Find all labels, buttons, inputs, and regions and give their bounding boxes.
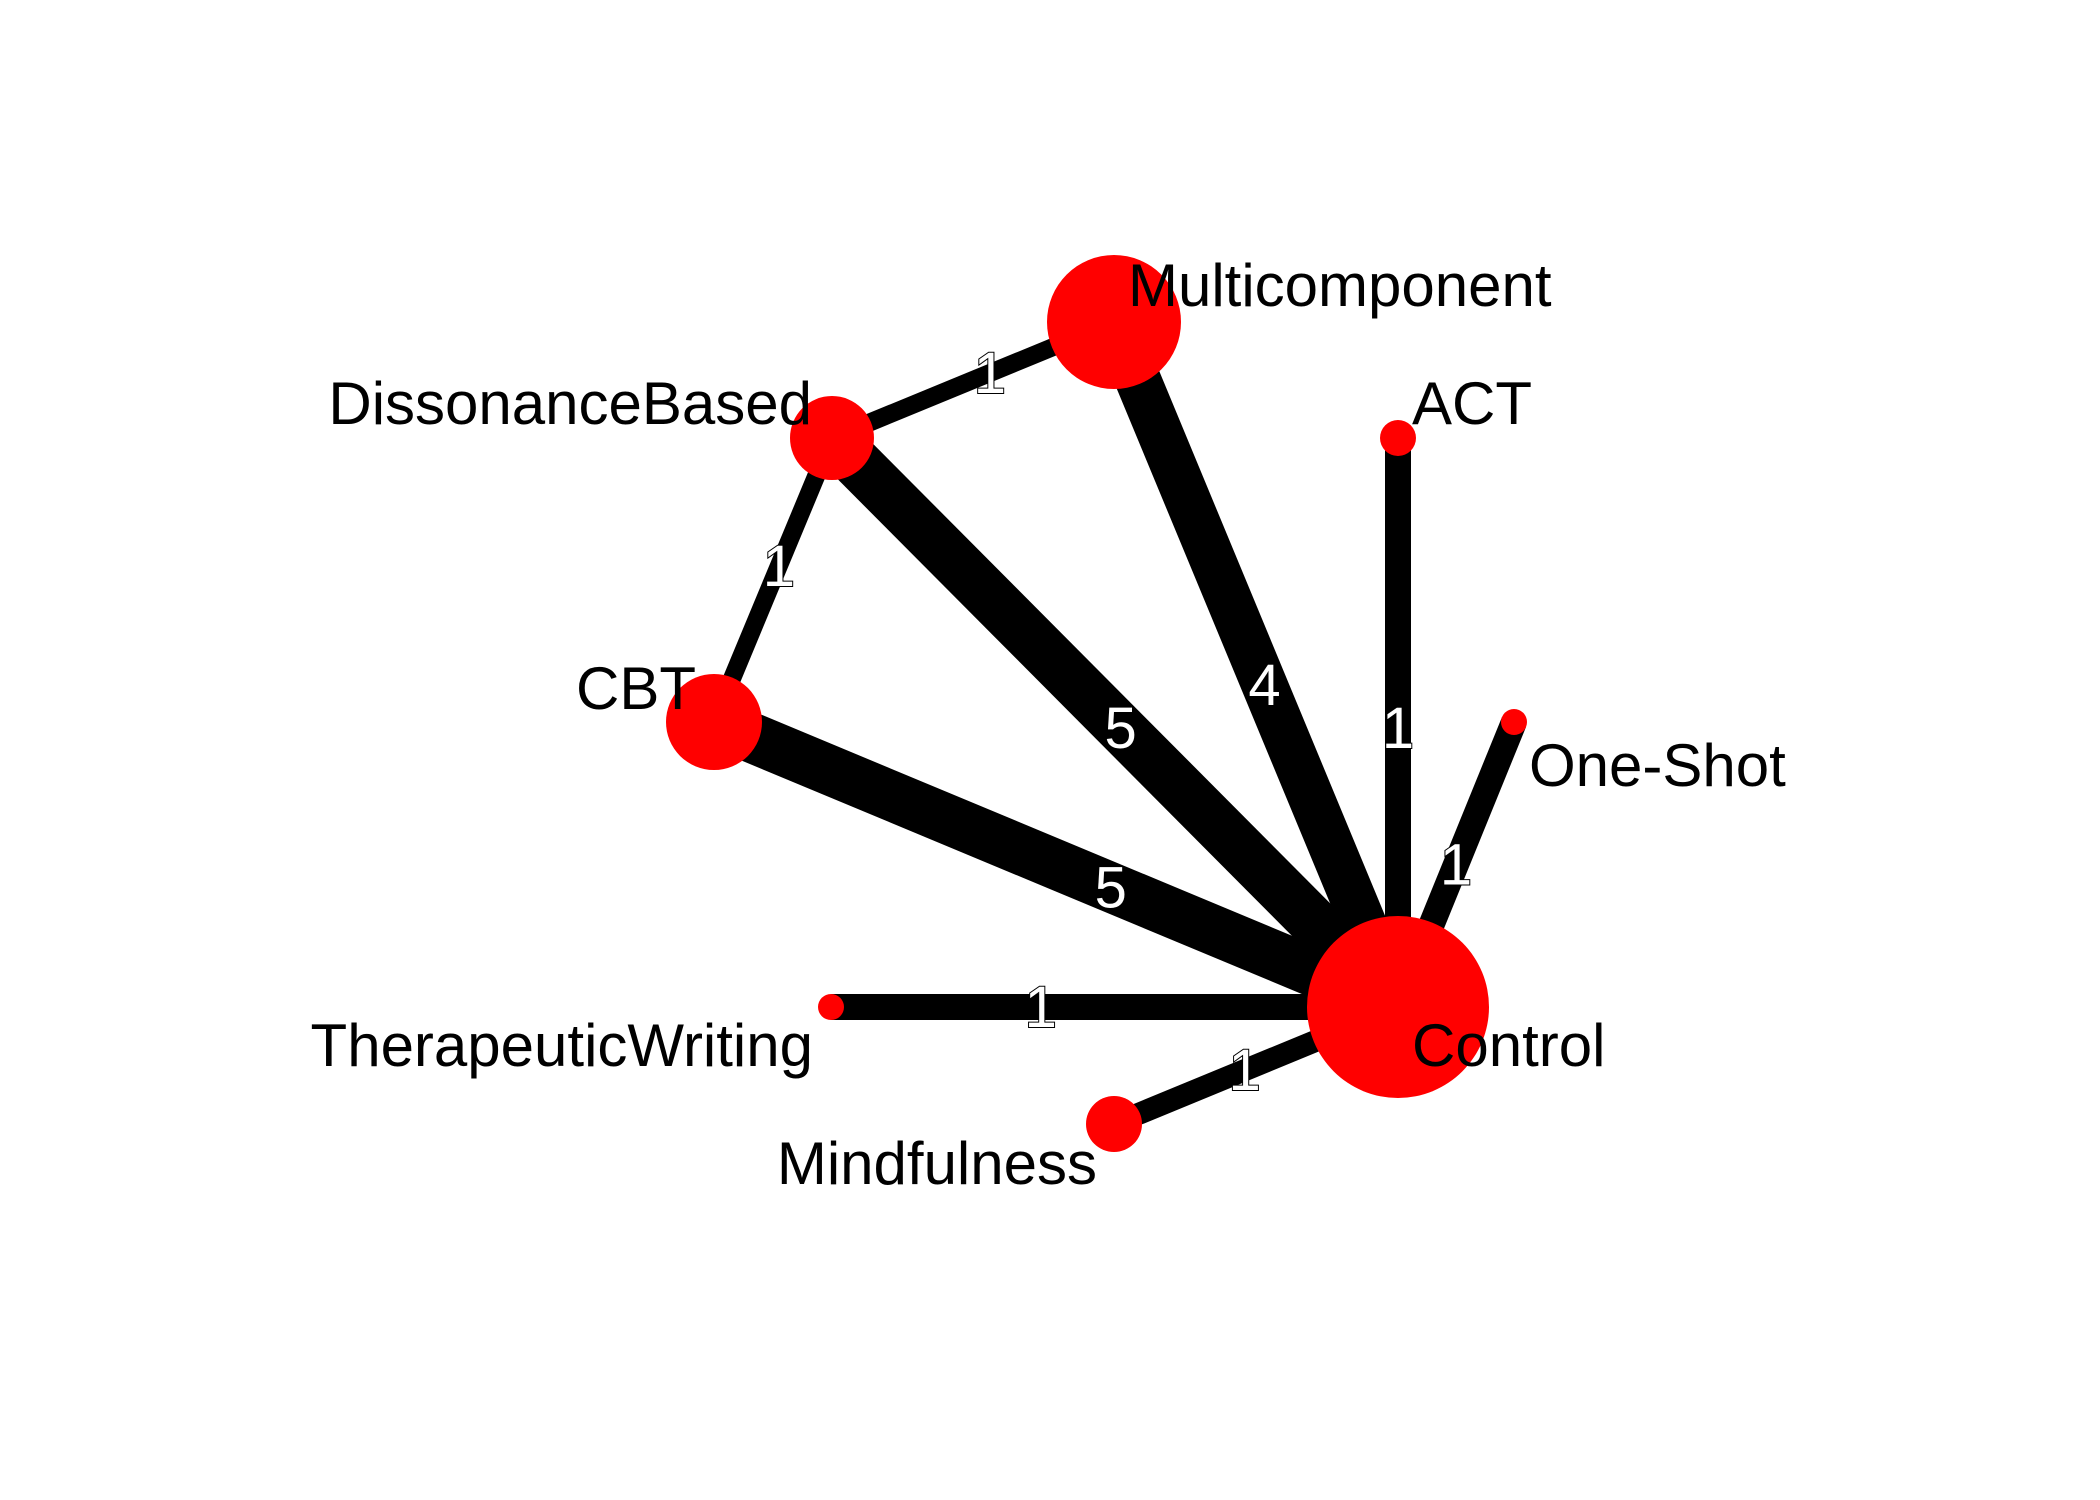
edge-count-dissonance-control: 5: [1105, 696, 1137, 761]
edge-count-act-control: 1: [1382, 696, 1414, 761]
node-mindfulness: [1086, 1096, 1142, 1152]
edge-count-mindfulness-control: 1: [1229, 1038, 1261, 1103]
edge-count-dissonance-multicomponent: 1: [974, 341, 1006, 406]
edges-layer: [704, 313, 1527, 1135]
edge-dissonance-cbt: [705, 434, 841, 726]
edge-count-multicomponent-control: 4: [1248, 653, 1280, 718]
node-label-oneshot: One-Shot: [1529, 732, 1786, 799]
edge-count-oneshot-control: 1: [1440, 833, 1472, 898]
node-control: [1307, 916, 1489, 1098]
node-act: [1380, 420, 1416, 456]
node-label-multicomponent: Multicomponent: [1128, 252, 1552, 319]
edge-cbt-control: [704, 698, 1408, 1031]
node-label-writing: TherapeuticWriting: [311, 1012, 813, 1079]
node-label-mindfulness: Mindfulness: [777, 1130, 1097, 1197]
edge-count-writing-control: 1: [1025, 975, 1057, 1040]
node-label-control: Control: [1412, 1012, 1605, 1079]
edge-count-dissonance-cbt: 1: [763, 534, 795, 599]
node-multicomponent: [1047, 255, 1181, 389]
edge-multicomponent-control: [1092, 313, 1420, 1016]
nodes-layer: [666, 255, 1527, 1152]
node-label-act: ACT: [1412, 370, 1532, 437]
node-oneshot: [1501, 709, 1527, 735]
node-label-cbt: CBT: [576, 655, 696, 722]
node-label-dissonance: DissonanceBased: [328, 370, 812, 437]
edge-dissonance-control: [814, 420, 1416, 1025]
node-writing: [818, 994, 844, 1020]
edge-count-cbt-control: 5: [1095, 855, 1127, 920]
node-cbt: [666, 674, 762, 770]
node-dissonance: [790, 396, 874, 480]
